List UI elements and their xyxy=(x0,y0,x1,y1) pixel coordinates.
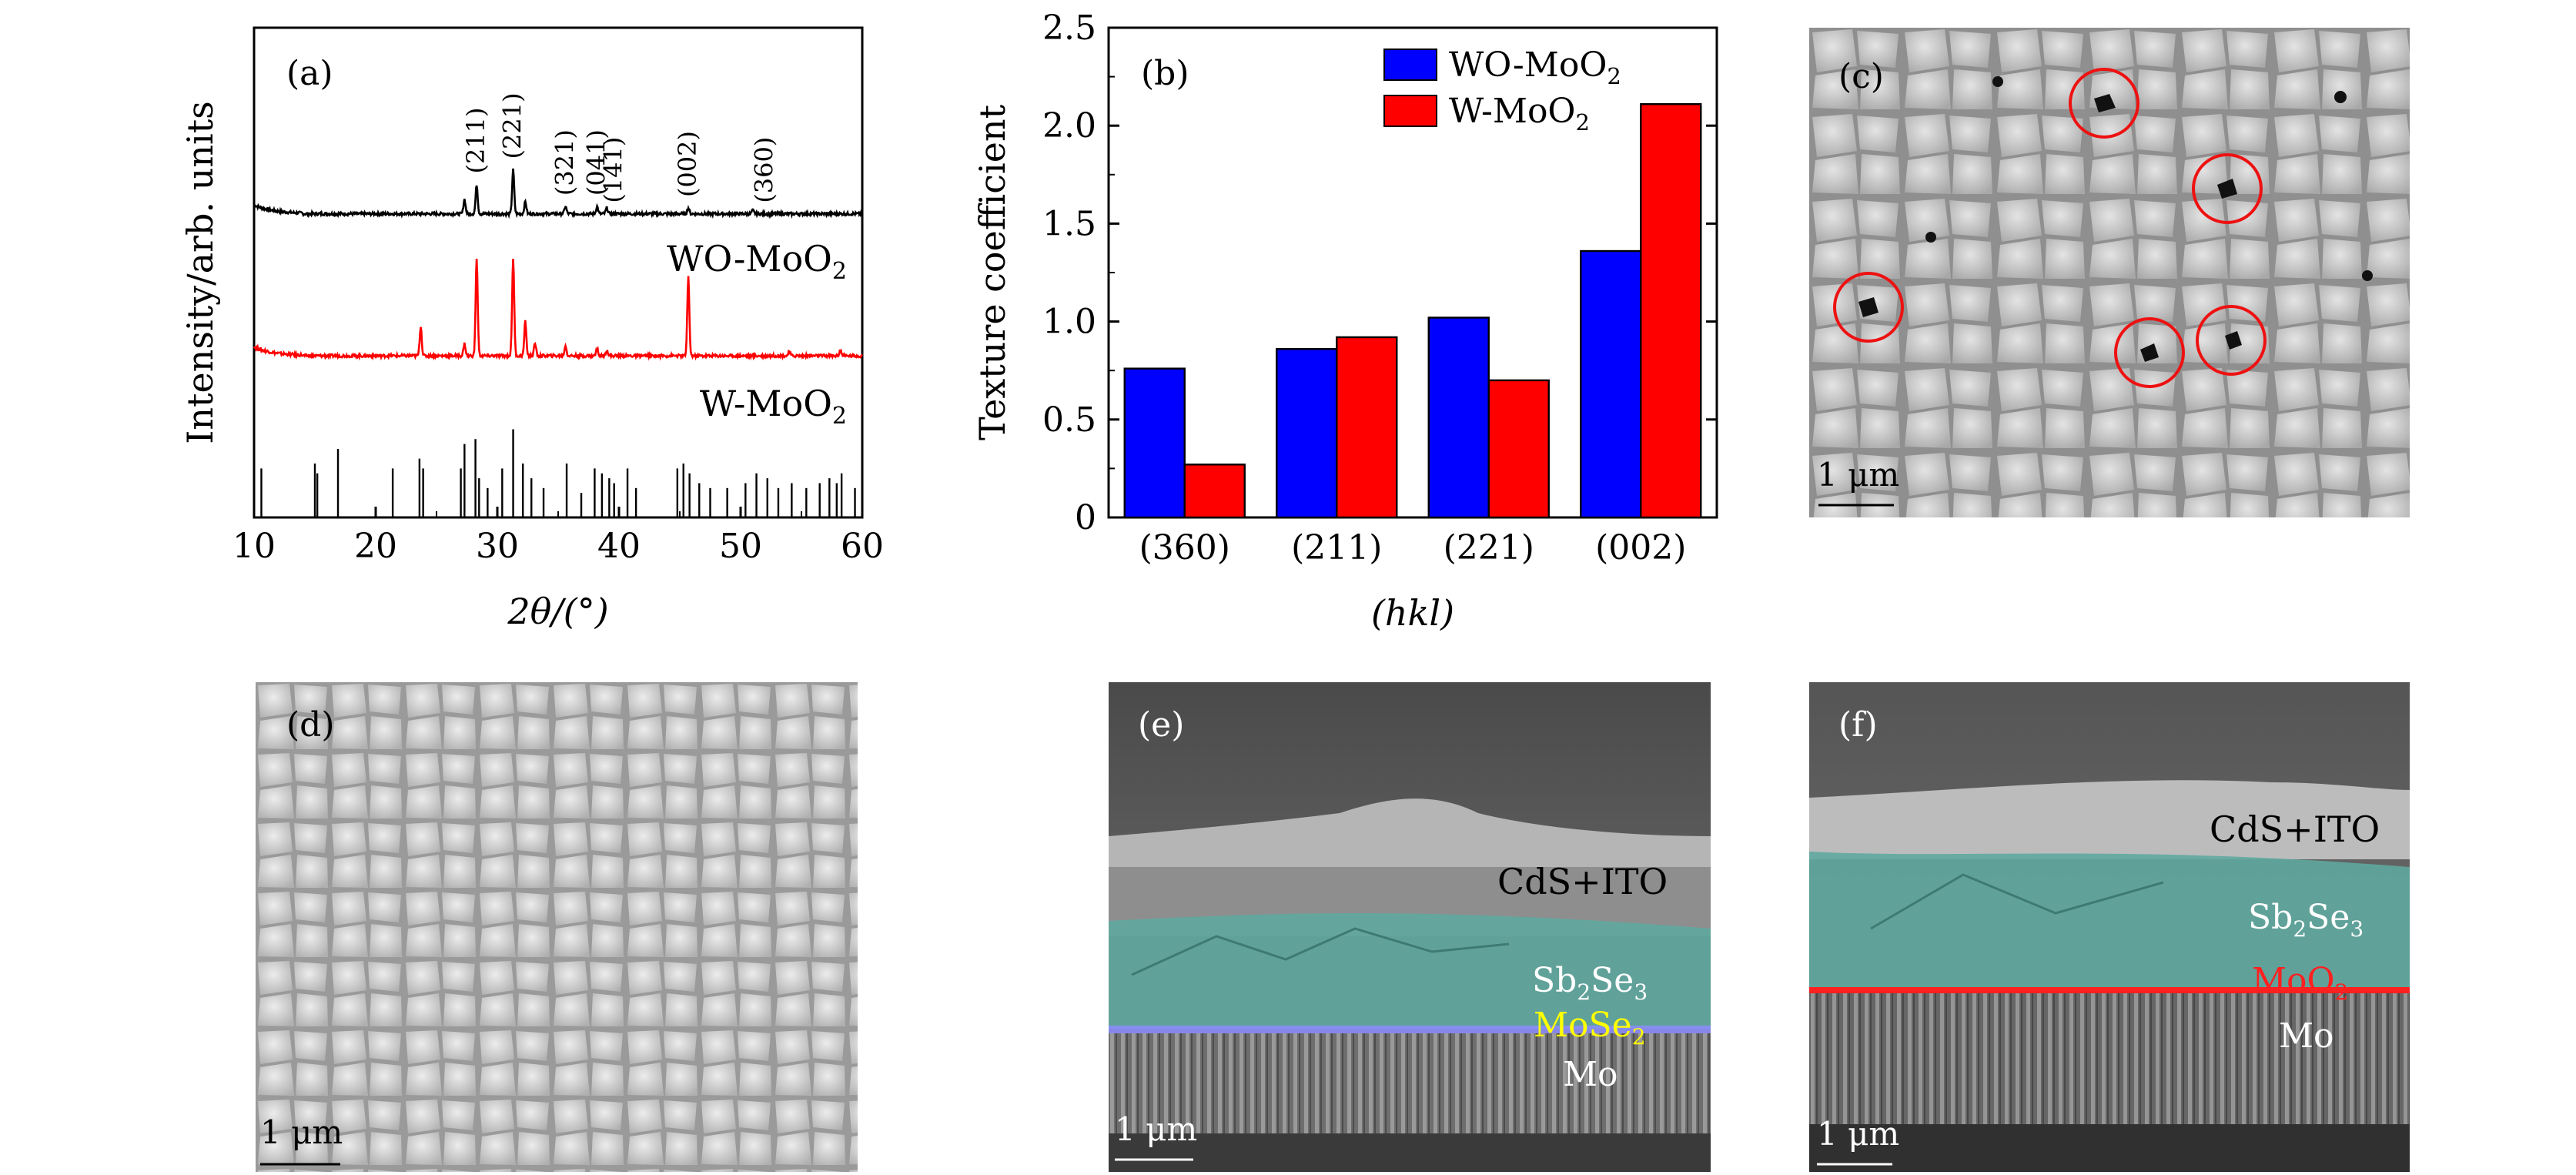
bar-w-moo2 xyxy=(1487,379,1550,519)
sem-image-e: (e) CdS+ITO Sb2Se3 MoSe2 Mo 1 μm xyxy=(1109,682,1711,1172)
sem-image-f: (f) CdS+ITO Sb2Se3 MoO2 Mo 1 μm xyxy=(1809,682,2410,1172)
bar-y-tick-label: 1.5 xyxy=(1042,204,1096,243)
bar-category-label: (221) xyxy=(1444,528,1534,567)
xrd-series-label-w: W-MoO2 xyxy=(700,383,847,430)
layer-label-mose2-e: MoSe2 xyxy=(1534,1006,1646,1049)
sem-image-d: (d) 1 μm xyxy=(256,682,858,1172)
bar-category-label: (211) xyxy=(1291,528,1382,567)
layer-label-sb2se3-e: Sb2Se3 xyxy=(1532,961,1648,1005)
sem-image-c: (c) 1 μm xyxy=(1809,28,2410,517)
layer-label-mo-e: Mo xyxy=(1563,1055,1618,1094)
bar-y-tick-label: 0.5 xyxy=(1042,400,1096,440)
bar-y-axis-title: Texture coefficient xyxy=(972,104,1013,440)
panel-label-e: (e) xyxy=(1138,705,1185,745)
panel-label-d: (d) xyxy=(286,705,335,745)
legend-label-w: W-MoO2 xyxy=(1449,92,1590,136)
xrd-peak-label: (141) xyxy=(599,137,628,203)
layer-label-mo-f: Mo xyxy=(2279,1016,2334,1056)
bar-w-moo2 xyxy=(1183,464,1246,519)
legend-swatch-w xyxy=(1383,95,1437,127)
bar-category-label: (360) xyxy=(1139,528,1230,567)
bar-wo-moo2 xyxy=(1123,367,1186,519)
bar-y-tick-label: 0 xyxy=(1075,498,1096,537)
xrd-x-tick-label: 40 xyxy=(597,527,641,566)
scale-bar-label-e: 1 μm xyxy=(1115,1110,1198,1148)
xrd-peak-label: (360) xyxy=(750,137,779,203)
xrd-x-tick-label: 10 xyxy=(233,527,276,566)
xrd-peak-label: (002) xyxy=(673,131,702,197)
bar-legend: WO-MoO2 W-MoO2 xyxy=(1383,45,1621,136)
panel-label-c: (c) xyxy=(1838,57,1884,96)
panel-label-f: (f) xyxy=(1838,705,1878,745)
layer-label-cds-ito-f: CdS+ITO xyxy=(2210,808,2380,850)
bar-x-axis-title: (hkl) xyxy=(1371,592,1454,634)
xrd-peak-label: (211) xyxy=(461,107,490,173)
xrd-x-tick-label: 20 xyxy=(354,527,397,566)
xrd-x-tick-label: 50 xyxy=(719,527,762,566)
bar-w-moo2 xyxy=(1336,336,1398,519)
bar-wo-moo2 xyxy=(1276,348,1338,519)
xrd-chart: 10 20 30 40 50 60 (211) (221) (321) (041)(141) (0… xyxy=(179,26,884,632)
panel-label-b: (b) xyxy=(1141,54,1189,93)
xrd-x-tick-label: 30 xyxy=(476,527,519,566)
bar-y-tick-label: 2.0 xyxy=(1042,106,1096,146)
xrd-peak-label: (221) xyxy=(498,92,527,159)
xrd-peak-label: (321) xyxy=(550,129,579,196)
scale-bar-label-d: 1 μm xyxy=(260,1113,343,1151)
bar-wo-moo2 xyxy=(1427,316,1490,519)
xrd-peak-label: (041) xyxy=(582,129,611,196)
layer-label-cds-ito-e: CdS+ITO xyxy=(1497,861,1668,902)
xrd-series-label-wo: WO-MoO2 xyxy=(667,238,847,285)
scale-bar-label-f: 1 μm xyxy=(1817,1115,1900,1153)
bar-category-label: (002) xyxy=(1595,528,1686,567)
bar-wo-moo2 xyxy=(1580,249,1642,519)
legend-label-wo: WO-MoO2 xyxy=(1449,45,1621,89)
xrd-x-axis-title: 2θ/(°) xyxy=(507,591,608,632)
layer-label-moo2-f: MoO2 xyxy=(2252,961,2349,1005)
legend-swatch-wo xyxy=(1383,49,1437,81)
panel-label-a: (a) xyxy=(286,54,333,93)
texture-bar-chart: 0 0.5 1.0 1.5 2.0 2.5 (360) (211) (221) (002) (b… xyxy=(972,8,1718,634)
xrd-pattern-wo-moo2 xyxy=(253,168,864,219)
layer-label-sb2se3-f: Sb2Se3 xyxy=(2248,898,2364,942)
xrd-pattern-w-moo2 xyxy=(253,258,863,361)
bar-y-tick-label: 1.0 xyxy=(1042,303,1096,342)
bar-y-tick-label: 2.5 xyxy=(1042,8,1096,48)
scale-bar-label-c: 1 μm xyxy=(1817,456,1900,494)
bar-w-moo2 xyxy=(1640,103,1702,519)
xrd-y-axis-title: Intensity/arb. units xyxy=(179,101,221,444)
xrd-x-tick-label: 60 xyxy=(841,527,884,566)
